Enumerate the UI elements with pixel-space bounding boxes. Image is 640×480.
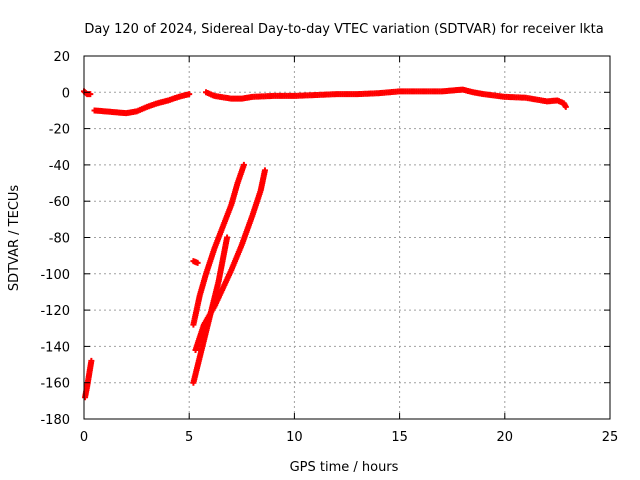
data-point-marker xyxy=(88,357,95,364)
chart-title: Day 120 of 2024, Sidereal Day-to-day VTE… xyxy=(84,22,603,37)
x-tick-label: 0 xyxy=(80,430,88,445)
y-tick-label: -60 xyxy=(49,195,70,210)
y-tick-label: -180 xyxy=(40,413,70,428)
y-tick-label: -140 xyxy=(40,340,70,355)
y-tick-label: 0 xyxy=(62,86,70,101)
y-tick-label: 20 xyxy=(53,50,70,65)
y-tick-label: -120 xyxy=(40,304,70,319)
x-tick-label: 25 xyxy=(602,430,619,445)
data-point-marker xyxy=(87,91,94,98)
data-point-marker xyxy=(194,259,201,266)
y-tick-label: -40 xyxy=(49,159,70,174)
x-tick-label: 20 xyxy=(497,430,514,445)
y-tick-label: -20 xyxy=(49,123,70,138)
x-tick-label: 15 xyxy=(391,430,408,445)
data-point-marker xyxy=(562,103,569,110)
y-tick-label: -80 xyxy=(49,232,70,247)
data-point-marker xyxy=(240,161,247,168)
y-tick-label: -160 xyxy=(40,377,70,392)
grid-layer xyxy=(84,56,610,419)
data-point-marker xyxy=(224,234,231,241)
data-layer xyxy=(81,86,569,401)
x-tick-label: 10 xyxy=(286,430,303,445)
data-point-marker xyxy=(186,91,193,98)
tick-layer: 0 5 10 15 20 25 20 0 -20 -40 -60 -80 -100 -120 -140 -16… xyxy=(40,50,618,445)
y-axis-label: SDTVAR / TECUs xyxy=(7,185,22,292)
x-axis-label: GPS time / hours xyxy=(290,460,399,475)
data-point-marker xyxy=(261,167,268,174)
y-tick-label: -100 xyxy=(40,268,70,283)
x-tick-label: 5 xyxy=(185,430,193,445)
